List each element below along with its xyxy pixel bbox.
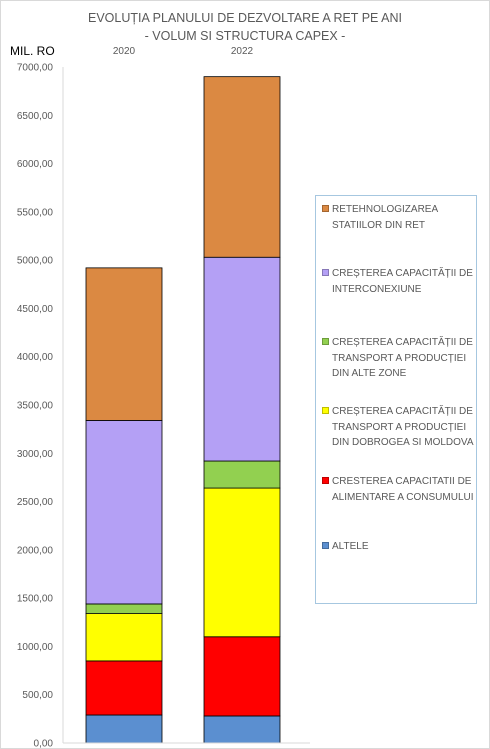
x-tick-label-2022: 2022	[231, 46, 254, 57]
legend-swatch	[322, 205, 329, 212]
legend-label: CRESTEREA CAPACITATII DE ALIMENTARE A CO…	[332, 476, 474, 503]
legend-item: CREȘTEREA CAPACITĂȚII DE TRANSPORT A PRO…	[322, 404, 474, 451]
bar-segment-2022-s2	[203, 487, 281, 638]
legend: RETEHNOLOGIZAREA STATIILOR DIN RET CREȘTE…	[315, 195, 477, 604]
y-tick-label: 1000,00	[17, 642, 54, 653]
y-tick-label: 4500,00	[17, 304, 54, 315]
y-axis-unit-label: MIL. RO	[10, 44, 55, 58]
y-tick-label: 7000,00	[17, 63, 54, 74]
y-axis-ticks: 0,00 500,00 1000,00 1500,00 2000,00 2500,00 30…	[17, 63, 54, 749]
y-tick-label: 6000,00	[17, 159, 54, 170]
y-tick-label: 6500,00	[17, 111, 54, 122]
x-tick-label-2020: 2020	[113, 46, 136, 57]
bar-segment-2022-s4	[203, 256, 281, 462]
bar-segment-2020-s0	[85, 714, 163, 744]
legend-label: RETEHNOLOGIZAREA STATIILOR DIN RET	[332, 204, 438, 231]
legend-swatch	[322, 269, 329, 276]
legend-item: CREȘTEREA CAPACITĂȚII DE INTERCONEXIUNE	[322, 266, 474, 297]
y-tick-label: 5000,00	[17, 256, 54, 267]
y-tick-label: 500,00	[22, 690, 53, 701]
bar-segment-2022-s1	[203, 636, 281, 717]
y-tick-label: 4000,00	[17, 352, 54, 363]
x-axis-ticks: 2020 2022	[113, 46, 254, 57]
bar-segment-2022-s0	[203, 715, 281, 744]
bar-segment-2022-s3	[203, 460, 281, 489]
legend-item: CRESTEREA CAPACITATII DE ALIMENTARE A CO…	[322, 474, 474, 505]
y-tick-label: 3000,00	[17, 449, 54, 460]
legend-item: CREȘTEREA CAPACITĂȚII DE TRANSPORT A PRO…	[322, 335, 474, 382]
bar-segment-2022-s5	[203, 76, 281, 258]
chart-subtitle: - VOLUM SI STRUCTURA CAPEX -	[145, 29, 346, 43]
y-tick-label: 3500,00	[17, 401, 54, 412]
y-tick-label: 0,00	[34, 739, 54, 749]
legend-item: ALTELE	[322, 539, 474, 555]
bar-segment-2020-s1	[85, 660, 163, 716]
y-tick-label: 2500,00	[17, 497, 54, 508]
y-tick-label: 1500,00	[17, 594, 54, 605]
legend-label: CREȘTEREA CAPACITĂȚII DE TRANSPORT A PRO…	[332, 337, 473, 379]
bar-segment-2020-s4	[85, 420, 163, 605]
bars	[85, 76, 281, 744]
legend-swatch	[322, 542, 329, 549]
legend-swatch	[322, 477, 329, 484]
legend-item: RETEHNOLOGIZAREA STATIILOR DIN RET	[322, 202, 474, 233]
legend-swatch	[322, 338, 329, 345]
y-tick-label: 5500,00	[17, 207, 54, 218]
legend-label: CREȘTEREA CAPACITĂȚII DE TRANSPORT A PRO…	[332, 406, 474, 448]
bar-segment-2020-s3	[85, 603, 163, 614]
bar-segment-2020-s5	[85, 267, 163, 421]
chart-title: EVOLUȚIA PLANULUI DE DEZVOLTARE A RET PE…	[88, 11, 402, 25]
legend-label: CREȘTEREA CAPACITĂȚII DE INTERCONEXIUNE	[332, 268, 473, 295]
y-tick-label: 2000,00	[17, 545, 54, 556]
legend-swatch	[322, 407, 329, 414]
bar-segment-2020-s2	[85, 613, 163, 662]
legend-label: ALTELE	[332, 541, 369, 552]
